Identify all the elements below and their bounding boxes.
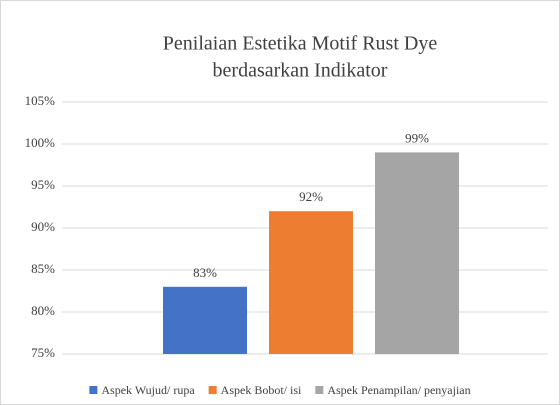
legend-label: Aspek Bobot/ isi [221, 383, 302, 397]
y-tick-label: 85% [31, 261, 55, 276]
data-label: 83% [193, 265, 217, 280]
y-tick-label: 100% [25, 135, 56, 150]
bar [163, 286, 247, 354]
y-tick-label: 105% [25, 93, 56, 108]
y-tick-label: 80% [31, 303, 55, 318]
chart-title: Penilaian Estetika Motif Rust Dye [163, 33, 438, 55]
legend-swatch [89, 386, 98, 394]
legend-label: Aspek Wujud/ rupa [101, 383, 195, 397]
y-tick-label: 75% [31, 345, 55, 360]
legend-swatch [315, 386, 324, 394]
legend-label: Aspek Penampilan/ penyajian [327, 383, 470, 397]
chart-title: berdasarkan Indikator [213, 60, 388, 82]
data-label: 99% [405, 130, 429, 145]
data-label: 92% [299, 189, 323, 204]
y-tick-label: 90% [31, 219, 55, 234]
bar [269, 211, 353, 354]
legend-swatch [208, 386, 217, 394]
y-tick-label: 95% [31, 177, 55, 192]
bar [375, 152, 459, 354]
